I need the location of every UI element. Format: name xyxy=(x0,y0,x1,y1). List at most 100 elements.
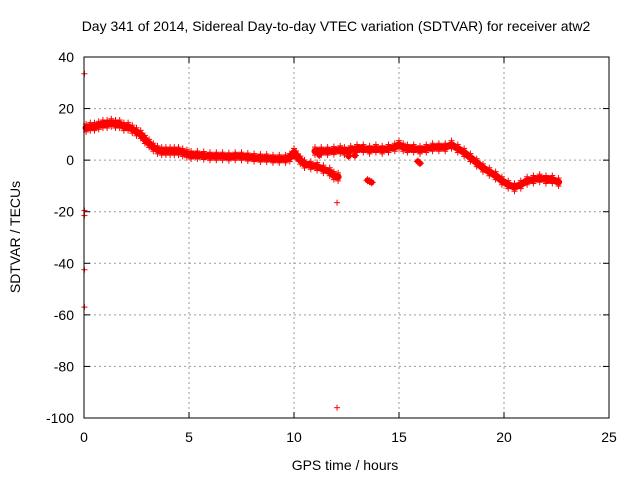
data-point xyxy=(543,172,549,179)
y-axis-label: SDTVAR / TECUs xyxy=(7,181,23,293)
data-point xyxy=(150,140,157,147)
data-point xyxy=(423,141,430,148)
data-point xyxy=(372,149,379,156)
data-point xyxy=(492,176,499,183)
data-point xyxy=(257,159,264,166)
data-point xyxy=(367,178,376,187)
data-point xyxy=(175,152,182,159)
data-point xyxy=(188,155,195,162)
data-point xyxy=(486,172,493,179)
data-point xyxy=(492,168,499,175)
data-point xyxy=(200,148,207,155)
data-point xyxy=(293,147,300,154)
data-point xyxy=(473,155,480,162)
data-point xyxy=(307,158,314,165)
data-point xyxy=(330,143,337,150)
axis-ticks xyxy=(83,56,610,419)
data-point xyxy=(429,140,436,147)
data-point xyxy=(95,118,102,125)
data-point xyxy=(150,148,157,155)
outlier-point xyxy=(334,199,341,206)
data-point xyxy=(276,159,283,166)
data-point xyxy=(435,140,442,147)
data-point xyxy=(91,127,98,134)
data-point xyxy=(435,148,442,155)
data-point xyxy=(154,150,161,157)
data-point xyxy=(154,142,161,149)
data-point xyxy=(194,147,201,154)
data-point xyxy=(286,158,293,165)
data-point xyxy=(366,142,373,149)
data-point xyxy=(467,158,474,165)
data-point xyxy=(188,147,195,154)
data-point xyxy=(391,140,398,147)
data-point xyxy=(454,149,461,156)
data-point xyxy=(530,172,537,179)
data-point xyxy=(404,149,411,156)
data-point xyxy=(480,168,486,175)
data-point xyxy=(183,154,190,161)
data-point xyxy=(141,140,148,147)
data-point xyxy=(129,122,136,129)
data-point xyxy=(543,180,549,187)
data-point xyxy=(125,127,132,134)
data-point xyxy=(175,144,182,151)
data-point xyxy=(282,159,289,166)
data-point xyxy=(238,157,245,164)
data-point xyxy=(312,144,318,151)
data-point xyxy=(297,161,304,168)
data-point xyxy=(400,140,407,147)
data-point xyxy=(530,180,537,187)
data-point xyxy=(282,151,289,158)
data-point xyxy=(257,151,264,158)
data-point xyxy=(297,153,304,160)
data-point xyxy=(326,172,333,179)
data-point xyxy=(95,126,102,133)
data-point xyxy=(337,142,344,149)
data-point xyxy=(194,155,201,162)
data-point xyxy=(293,155,300,162)
outlier-point xyxy=(334,404,341,411)
y-tick-label: 40 xyxy=(58,49,74,65)
data-point xyxy=(263,151,270,158)
data-point xyxy=(330,168,337,175)
data-point xyxy=(423,149,430,156)
data-points xyxy=(81,70,563,411)
data-point xyxy=(410,149,417,156)
data-point xyxy=(517,185,524,192)
data-point xyxy=(549,180,556,187)
data-point xyxy=(341,144,348,151)
data-point xyxy=(555,183,562,190)
data-point xyxy=(354,141,360,148)
data-point xyxy=(549,172,556,179)
data-point xyxy=(263,159,270,166)
data-point xyxy=(116,117,123,124)
data-point xyxy=(141,132,148,139)
data-point xyxy=(286,150,293,157)
data-point xyxy=(330,176,337,183)
data-point xyxy=(320,162,327,169)
data-point xyxy=(347,142,354,149)
data-point xyxy=(404,141,411,148)
data-point xyxy=(129,130,136,137)
data-point xyxy=(505,185,512,192)
data-point xyxy=(511,188,518,195)
data-point xyxy=(251,158,258,165)
data-point xyxy=(219,157,226,164)
data-point xyxy=(244,150,251,157)
data-point xyxy=(385,141,392,148)
data-point xyxy=(270,159,276,166)
data-point xyxy=(344,152,353,161)
data-point xyxy=(200,156,207,163)
x-tick-label: 5 xyxy=(185,429,193,445)
data-point xyxy=(555,175,562,182)
data-point xyxy=(498,173,505,180)
data-point xyxy=(207,149,213,156)
data-point xyxy=(179,153,186,160)
data-point xyxy=(318,144,325,151)
y-tick-label: -20 xyxy=(54,204,74,220)
data-point xyxy=(350,151,359,160)
data-point xyxy=(379,142,386,149)
data-point xyxy=(467,150,474,157)
data-point xyxy=(442,148,449,155)
